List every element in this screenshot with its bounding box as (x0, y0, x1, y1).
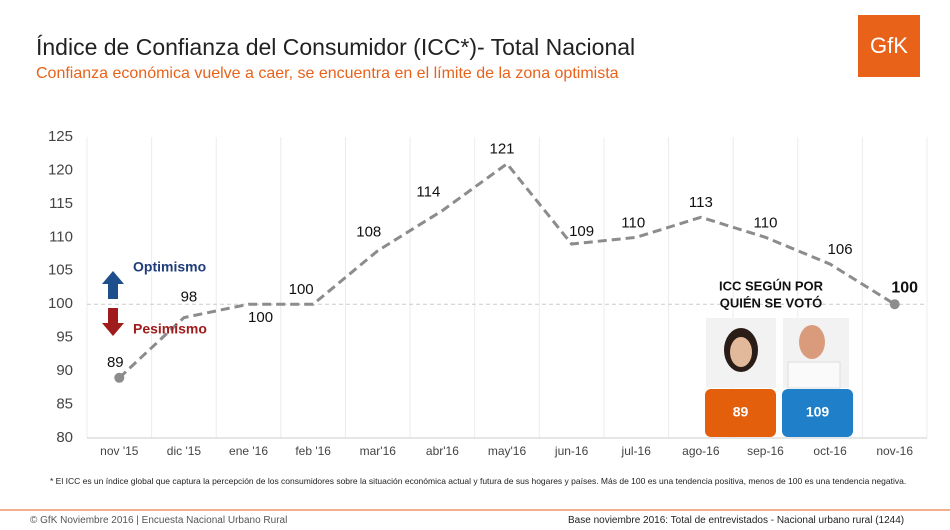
value-label: 100 (289, 281, 314, 298)
panel-title: QUIÉN SE VOTÓ (720, 295, 823, 310)
y-tick-label: 115 (49, 195, 73, 212)
logo-box (858, 15, 920, 77)
annotation: Pesimismo (133, 321, 207, 337)
y-tick-label: 110 (49, 228, 73, 245)
logo: GfK (870, 33, 908, 58)
panel-title: ICC SEGÚN POR (719, 278, 824, 293)
y-tick-label: 100 (48, 295, 73, 312)
vote-box (782, 389, 853, 437)
value-label: 89 (107, 354, 124, 371)
x-tick-label: may'16 (488, 444, 527, 458)
up-arrow (102, 271, 124, 299)
x-tick-label: jul-16 (621, 444, 652, 458)
photos (706, 318, 849, 389)
x-tick-label: oct-16 (813, 444, 847, 458)
photo-2-shirt (787, 361, 841, 389)
x-tick-label: ago-16 (682, 444, 720, 458)
y-tick-label: 90 (56, 362, 73, 379)
value-label: 109 (569, 223, 594, 240)
y-tick-label: 105 (48, 262, 73, 279)
x-tick-label: abr'16 (426, 444, 459, 458)
point (889, 299, 900, 310)
value-label: 110 (621, 214, 645, 231)
vote-value: 89 (733, 404, 749, 420)
value-label: 113 (689, 194, 713, 211)
footer-left: © GfK Noviembre 2016 | Encuesta Nacional… (30, 515, 288, 526)
y-tick-label: 120 (48, 161, 73, 178)
x-tick-label: nov-16 (876, 444, 913, 458)
x-tick-label: feb '16 (295, 444, 331, 458)
photo-2-face (799, 325, 825, 359)
value-label: 108 (356, 224, 381, 241)
y-tick-label: 125 (48, 128, 73, 145)
vote-box (705, 389, 776, 437)
vote-value: 109 (806, 404, 830, 420)
x-tick-label: ene '16 (229, 444, 268, 458)
y-tick-label: 95 (56, 329, 73, 346)
value-label: 100 (248, 309, 273, 326)
annotation: Optimismo (133, 259, 206, 275)
title: Índice de Confianza del Consumidor (ICC*… (36, 34, 636, 60)
x-tick-label: mar'16 (360, 444, 397, 458)
value-label: 110 (754, 214, 778, 231)
down-arrow (102, 308, 124, 336)
footer-right: Base noviembre 2016: Total de entrevista… (568, 515, 905, 526)
x-tick-label: sep-16 (747, 444, 784, 458)
x-tick-label: jun-16 (554, 444, 589, 458)
series-line (118, 161, 896, 379)
x-tick-label: nov '15 (100, 444, 139, 458)
value-label: 98 (181, 289, 198, 306)
point (114, 372, 125, 383)
y-tick-label: 80 (56, 429, 73, 446)
value-label: 121 (489, 141, 514, 158)
x-tick-label: dic '15 (167, 444, 202, 458)
value-label: 106 (828, 241, 853, 258)
footnote: * El ICC es un índice global que captura… (50, 476, 907, 486)
photo-1-face (730, 337, 752, 367)
subtitle: Confianza económica vuelve a caer, se en… (36, 65, 619, 82)
y-tick-label: 85 (56, 396, 73, 413)
value-label: 114 (416, 184, 440, 201)
value-label: 100 (891, 279, 918, 296)
